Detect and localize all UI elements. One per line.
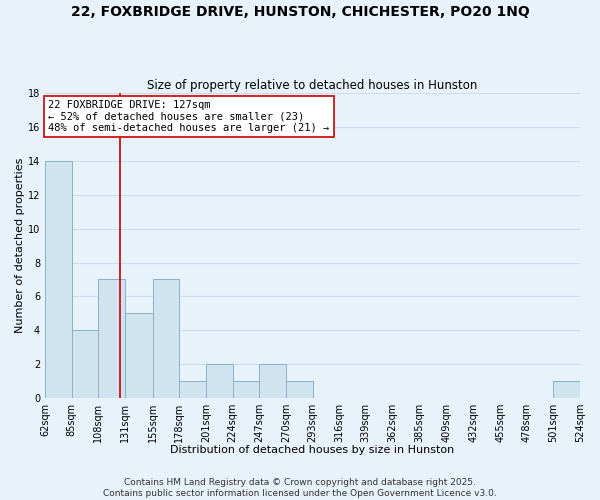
Title: Size of property relative to detached houses in Hunston: Size of property relative to detached ho… xyxy=(148,79,478,92)
Bar xyxy=(206,364,233,398)
Text: 22 FOXBRIDGE DRIVE: 127sqm
← 52% of detached houses are smaller (23)
48% of semi: 22 FOXBRIDGE DRIVE: 127sqm ← 52% of deta… xyxy=(49,100,330,133)
Bar xyxy=(45,161,71,398)
Text: 22, FOXBRIDGE DRIVE, HUNSTON, CHICHESTER, PO20 1NQ: 22, FOXBRIDGE DRIVE, HUNSTON, CHICHESTER… xyxy=(71,5,529,19)
Bar xyxy=(153,280,179,398)
Bar xyxy=(259,364,286,398)
Bar xyxy=(71,330,98,398)
Bar xyxy=(125,314,153,398)
X-axis label: Distribution of detached houses by size in Hunston: Distribution of detached houses by size … xyxy=(170,445,455,455)
Bar xyxy=(233,381,259,398)
Bar xyxy=(553,381,580,398)
Bar xyxy=(179,381,206,398)
Bar xyxy=(98,280,125,398)
Y-axis label: Number of detached properties: Number of detached properties xyxy=(15,158,25,334)
Text: Contains HM Land Registry data © Crown copyright and database right 2025.
Contai: Contains HM Land Registry data © Crown c… xyxy=(103,478,497,498)
Bar xyxy=(286,381,313,398)
